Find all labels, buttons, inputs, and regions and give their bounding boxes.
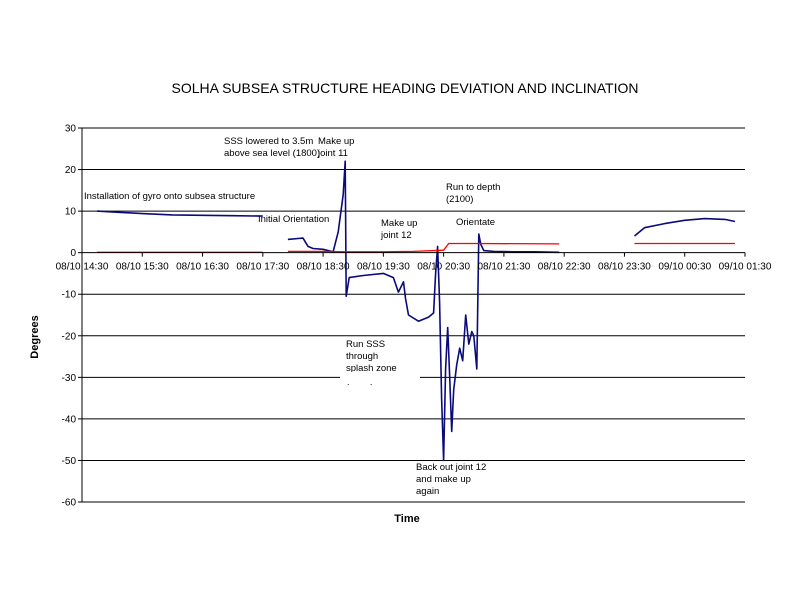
annotations: Installation of gyro onto subsea structu…	[84, 136, 500, 497]
axes: 30 20 10 0 -10 -20 -30 -40 -50 -60 08/10 14:30 08/1…	[56, 124, 772, 509]
annotation-text: SSS lowered to 3.5m above sea level (1800…	[224, 136, 320, 159]
y-tick-label: 30	[65, 124, 77, 135]
annotation-text: Initial Orientation	[258, 214, 329, 225]
y-tick-label: -20	[62, 331, 77, 342]
annotation-text: Run to depth (2100)	[446, 182, 500, 205]
x-tick-label: 08/10 21:30	[477, 262, 530, 273]
x-tick-label: 08/10 16:30	[176, 262, 229, 273]
y-tick-label: 20	[65, 165, 77, 176]
chart-title: SOLHA SUBSEA STRUCTURE HEADING DEVIATION…	[171, 80, 638, 96]
heading-series-line	[287, 160, 560, 462]
annotation-text: Installation of gyro onto subsea structu…	[84, 191, 255, 202]
x-tick-label: 09/10 00:30	[658, 262, 711, 273]
y-tick-label: -50	[62, 456, 77, 467]
inclination-series-line	[287, 242, 560, 253]
y-tick-label: 0	[70, 248, 76, 259]
data-series	[97, 160, 736, 462]
x-tick-label: 08/10 15:30	[116, 262, 169, 273]
x-tick-label: 08/10 20:30	[417, 262, 470, 273]
x-tick-label: 08/10 18:30	[297, 262, 350, 273]
x-axis-label: Time	[394, 513, 419, 525]
annotation-text: Orientate	[456, 217, 495, 228]
annotation-text: Back out joint 12 and make up again	[416, 462, 486, 497]
x-tick-label: 09/10 01:30	[719, 262, 772, 273]
x-tick-label: 08/10 17:30	[236, 262, 289, 273]
x-tick-label: 08/10 14:30	[56, 262, 109, 273]
y-tick-label: 10	[65, 207, 77, 218]
annotation-text: Make up joint 11	[317, 136, 354, 159]
annotation-text: Make up joint 12	[380, 218, 417, 241]
gridlines	[82, 127, 745, 503]
y-axis-label: Degrees	[29, 315, 41, 358]
y-tick-label: -40	[62, 414, 77, 425]
heading-series-line	[97, 210, 263, 217]
x-tick-label: 08/10 19:30	[357, 262, 410, 273]
y-tick-label: -10	[62, 290, 77, 301]
y-tick-label: -60	[62, 498, 77, 509]
x-tick-label: 08/10 23:30	[598, 262, 651, 273]
annotation-mask	[340, 372, 420, 384]
y-tick-label: -30	[62, 373, 77, 384]
x-tick-label: 08/10 22:30	[538, 262, 591, 273]
heading-series-line	[633, 217, 736, 237]
